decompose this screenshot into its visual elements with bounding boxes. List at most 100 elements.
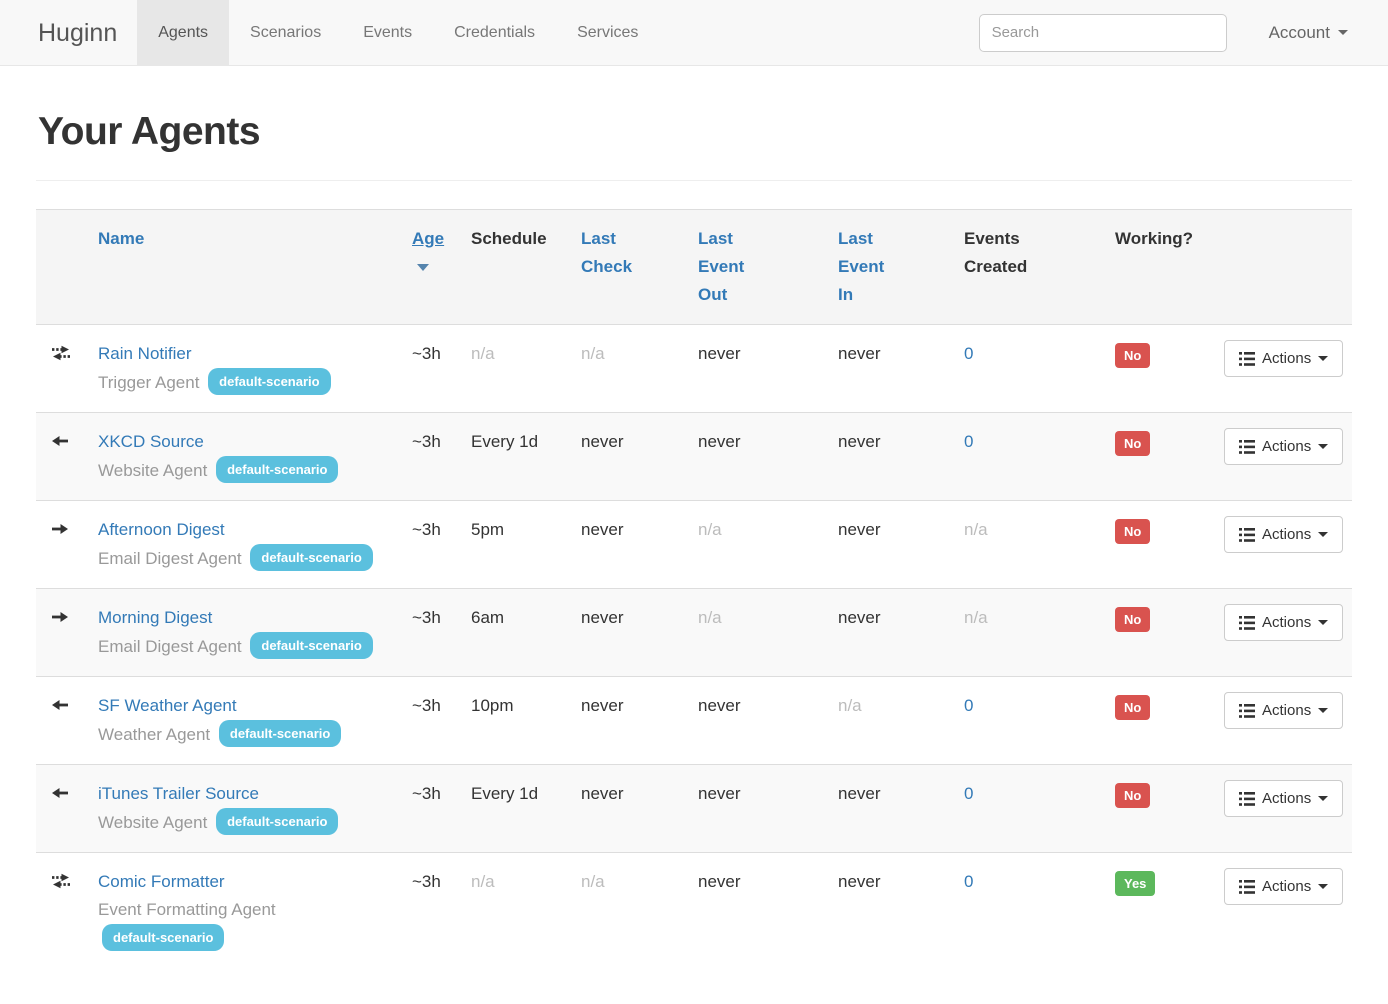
events-created-cell: n/a — [956, 500, 1107, 589]
last-event-in-cell: never — [830, 852, 956, 968]
scenario-badge[interactable]: default-scenario — [216, 808, 339, 835]
agent-name-link[interactable]: XKCD Source — [98, 432, 204, 451]
arrow-left-icon — [50, 785, 70, 801]
agent-name-link[interactable]: SF Weather Agent — [98, 696, 237, 715]
agent-type-label: Email Digest Agent — [98, 549, 242, 568]
nav-item-scenarios-label[interactable]: Scenarios — [250, 24, 322, 41]
actions-button[interactable]: Actions — [1224, 428, 1344, 465]
agent-row: Comic Formatter Event Formatting Agent d… — [36, 852, 1352, 968]
account-menu[interactable]: Account — [1269, 0, 1348, 65]
main-content: Your Agents Name Age Schedule Last Check… — [0, 110, 1388, 968]
last-event-in-cell: never — [830, 588, 956, 677]
search-input[interactable] — [978, 13, 1227, 52]
agent-row: Afternoon Digest Email Digest Agent defa… — [36, 500, 1352, 589]
nav-item-credentials-label[interactable]: Credentials — [454, 24, 536, 41]
scenario-badge[interactable]: default-scenario — [102, 924, 225, 951]
agent-name-link[interactable]: Rain Notifier — [98, 344, 192, 363]
caret-down-icon — [1318, 884, 1329, 889]
last-event-out-cell: n/a — [690, 588, 830, 677]
actions-button[interactable]: Actions — [1224, 516, 1344, 553]
navbar: Huginn Agents Scenarios Events Credentia… — [0, 0, 1388, 66]
list-icon — [1239, 879, 1255, 894]
last-event-out-cell: n/a — [690, 500, 830, 589]
nav-spacer — [659, 0, 978, 65]
header-icon-col — [36, 209, 90, 325]
events-created-cell[interactable]: 0 — [956, 852, 1107, 968]
working-badge: No — [1115, 343, 1151, 368]
table-header-row: Name Age Schedule Last Check Last Event … — [36, 209, 1352, 325]
age-cell: ~3h — [404, 676, 463, 765]
actions-button[interactable]: Actions — [1224, 340, 1344, 377]
agents-table: Name Age Schedule Last Check Last Event … — [36, 209, 1352, 968]
last-event-out-cell: never — [690, 764, 830, 853]
last-check-cell: n/a — [573, 852, 690, 968]
age-cell: ~3h — [412, 344, 441, 363]
events-created-cell[interactable]: 0 — [956, 412, 1107, 501]
last-event-in-cell: never — [830, 764, 956, 853]
agent-type-label: Website Agent — [98, 461, 208, 480]
list-icon — [1239, 703, 1255, 718]
arrow-left-icon — [50, 433, 70, 449]
brand-link[interactable]: Huginn — [38, 19, 118, 47]
list-icon — [1239, 351, 1255, 366]
sort-by-last-event-in[interactable]: Last Event In — [838, 229, 885, 304]
scenario-badge[interactable]: default-scenario — [208, 368, 331, 395]
agent-type-label: Email Digest Agent — [98, 637, 242, 656]
nav-item-agents-label[interactable]: Agents — [137, 0, 230, 66]
header-actions-col — [1216, 209, 1352, 325]
nav-item-agents[interactable]: Agents — [137, 0, 230, 66]
scenario-badge[interactable]: default-scenario — [250, 632, 373, 659]
actions-button[interactable]: Actions — [1224, 692, 1344, 729]
arrow-left-icon — [50, 697, 70, 713]
sort-by-last-event-out[interactable]: Last Event Out — [698, 229, 745, 304]
actions-button-label: Actions — [1262, 614, 1312, 631]
nav-item-events[interactable]: Events — [342, 0, 433, 65]
events-created-cell[interactable]: 0 — [964, 344, 974, 363]
account-label: Account — [1268, 22, 1330, 42]
schedule-cell: 5pm — [463, 500, 573, 589]
events-created-cell[interactable]: 0 — [956, 764, 1107, 853]
actions-button[interactable]: Actions — [1224, 604, 1344, 641]
nav-item-events-label[interactable]: Events — [363, 24, 413, 41]
last-event-in-cell: never — [838, 344, 881, 363]
schedule-cell: Every 1d — [463, 412, 573, 501]
sort-by-last-check[interactable]: Last Check — [581, 229, 633, 276]
list-icon — [1239, 791, 1255, 806]
actions-button-label: Actions — [1262, 878, 1312, 895]
nav-item-services-label[interactable]: Services — [577, 24, 639, 41]
nav-item-scenarios[interactable]: Scenarios — [229, 0, 342, 65]
schedule-cell: Every 1d — [463, 764, 573, 853]
caret-down-icon — [1318, 796, 1329, 801]
agent-name-link[interactable]: Afternoon Digest — [98, 520, 225, 539]
last-event-out-cell: never — [690, 412, 830, 501]
last-check-cell: n/a — [581, 344, 605, 363]
agent-name-link[interactable]: iTunes Trailer Source — [98, 784, 259, 803]
caret-down-icon — [1318, 356, 1329, 361]
caret-down-icon — [1318, 532, 1329, 537]
list-icon — [1239, 527, 1255, 542]
scenario-badge[interactable]: default-scenario — [216, 456, 339, 483]
actions-button[interactable]: Actions — [1224, 780, 1344, 817]
sort-by-age[interactable]: Age — [412, 229, 445, 248]
nav-item-services[interactable]: Services — [556, 0, 659, 65]
last-event-in-cell: n/a — [830, 676, 956, 765]
schedule-cell: 10pm — [463, 676, 573, 765]
agent-row: iTunes Trailer Source Website Agent defa… — [36, 764, 1352, 853]
scenario-badge[interactable]: default-scenario — [250, 544, 373, 571]
sort-by-name[interactable]: Name — [98, 229, 145, 248]
age-cell: ~3h — [404, 764, 463, 853]
title-divider — [36, 180, 1352, 181]
actions-button[interactable]: Actions — [1224, 868, 1344, 905]
agent-type-label: Trigger Agent — [98, 373, 200, 392]
actions-button-label: Actions — [1262, 438, 1312, 455]
agent-name-link[interactable]: Morning Digest — [98, 608, 213, 627]
events-created-cell[interactable]: 0 — [956, 676, 1107, 765]
agent-name-link[interactable]: Comic Formatter — [98, 872, 225, 891]
scenario-badge[interactable]: default-scenario — [218, 720, 342, 747]
agent-row: Rain Notifier Trigger Agent default-scen… — [36, 325, 1352, 413]
actions-button-label: Actions — [1262, 790, 1312, 807]
nav-item-credentials[interactable]: Credentials — [433, 0, 556, 65]
events-created-cell: n/a — [956, 588, 1107, 677]
list-icon — [1239, 615, 1255, 630]
agent-row: Morning Digest Email Digest Agent defaul… — [36, 588, 1352, 677]
